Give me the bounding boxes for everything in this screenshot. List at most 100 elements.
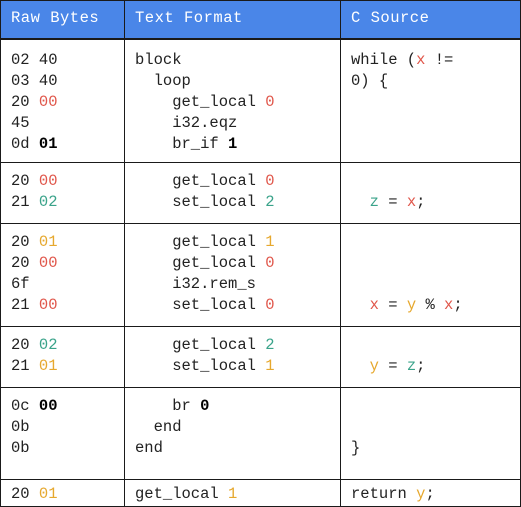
code-token: get_local <box>135 172 266 190</box>
code-line: br_if 1 <box>135 134 340 155</box>
code-token: y <box>416 485 426 503</box>
code-token: = <box>378 193 407 211</box>
code-token: 0 <box>265 92 275 111</box>
raw-cell: 20 01 <box>0 479 125 507</box>
code-token: 6f <box>11 275 30 293</box>
code-token: x <box>416 50 426 69</box>
code-token: y <box>369 357 379 375</box>
code-token: 20 <box>11 233 39 251</box>
code-token: } <box>351 439 361 457</box>
code-token: ; <box>416 193 426 211</box>
table-row: 0c 00 0b 0b br 0 end end} <box>0 387 521 480</box>
raw-cell: 20 01 20 00 6f 21 00 <box>0 223 125 327</box>
c-cell: } <box>340 387 521 480</box>
code-token: get_local <box>135 233 266 251</box>
code-token: 1 <box>265 233 275 251</box>
code-line: y = z; <box>351 356 520 377</box>
code-token: z <box>369 193 379 211</box>
code-line: 6f <box>11 274 124 295</box>
code-token: x <box>444 296 454 314</box>
c-cell: x = y % x; <box>340 223 521 327</box>
header-c-source: C Source <box>340 0 521 39</box>
code-token: return <box>351 485 417 503</box>
text-cell: block loop get_local 0 i32.eqz br_if 1 <box>124 38 341 163</box>
code-token: != <box>425 50 454 69</box>
code-token: 1 <box>265 357 275 375</box>
code-line: 03 40 <box>11 71 124 92</box>
code-line: set_local 0 <box>135 295 340 316</box>
code-token: 0c <box>11 397 39 415</box>
text-cell: get_local 2 set_local 1 <box>124 326 341 388</box>
code-token: 00 <box>38 254 58 272</box>
code-line: 0b <box>11 438 124 459</box>
code-token: get_local <box>135 254 266 272</box>
text-cell: get_local 1 <box>124 479 341 507</box>
code-line: get_local 1 <box>135 484 340 505</box>
code-token: 20 <box>11 172 39 190</box>
code-token: 02 40 <box>11 50 58 69</box>
code-line: 0c 00 <box>11 396 124 417</box>
code-token: get_local <box>135 92 266 111</box>
code-token: 0 <box>200 397 210 415</box>
code-line: get_local 2 <box>135 335 340 356</box>
table-row: 02 40 03 40 20 00 45 0d 01 block loop get_loc… <box>0 38 521 163</box>
code-token: 21 <box>11 296 39 314</box>
code-token: loop <box>135 71 191 90</box>
code-token: 21 <box>11 193 39 211</box>
text-cell: get_local 1 get_local 0 i32.rem_s set_lo… <box>124 223 341 327</box>
c-cell: while (x != 0) { <box>340 38 521 163</box>
code-line: 0b <box>11 417 124 438</box>
code-line: set_local 2 <box>135 192 340 213</box>
raw-cell: 20 02 21 01 <box>0 326 125 388</box>
code-token: 20 <box>11 92 39 111</box>
text-cell: br 0 end end <box>124 387 341 480</box>
code-token: 0b <box>11 418 30 436</box>
table-row: 20 01 20 00 6f 21 00 get_local 1 get_local … <box>0 223 521 327</box>
code-line: end <box>135 438 340 459</box>
code-line: 02 40 <box>11 50 124 71</box>
code-line: 21 00 <box>11 295 124 316</box>
code-line: 0d 01 <box>11 134 124 155</box>
code-token: br_if <box>135 134 229 153</box>
code-line: } <box>351 438 520 459</box>
code-token: set_local <box>135 193 266 211</box>
code-token: 2 <box>265 336 275 354</box>
c-cell: return y; <box>340 479 521 507</box>
code-token: x <box>369 296 379 314</box>
code-token: 01 <box>38 485 58 503</box>
code-line: set_local 1 <box>135 356 340 377</box>
code-token: br <box>135 397 201 415</box>
c-cell: y = z; <box>340 326 521 388</box>
code-token: = <box>378 357 407 375</box>
code-line: while (x != <box>351 50 520 71</box>
code-token <box>351 193 370 211</box>
code-token: % <box>416 296 445 314</box>
code-token: 20 <box>11 336 39 354</box>
code-token: z <box>406 357 417 375</box>
code-token: 0 <box>265 172 275 190</box>
table-row: 20 02 21 01 get_local 2 set_local 1 y = z… <box>0 326 521 388</box>
code-line: get_local 0 <box>135 92 340 113</box>
code-token: set_local <box>135 296 266 314</box>
header-raw-bytes: Raw Bytes <box>0 0 125 39</box>
code-token: block <box>135 50 182 69</box>
code-token: 02 <box>38 336 58 354</box>
code-token: i32.rem_s <box>135 275 256 293</box>
code-line: x = y % x; <box>351 295 520 316</box>
code-line: loop <box>135 71 340 92</box>
code-token: 2 <box>265 193 275 211</box>
code-token: 0 <box>265 254 275 272</box>
code-token <box>351 357 370 375</box>
code-line: i32.rem_s <box>135 274 340 295</box>
code-token <box>351 296 370 314</box>
code-token: 0 <box>265 296 275 314</box>
table-body: 02 40 03 40 20 00 45 0d 01 block loop get_loc… <box>0 38 521 507</box>
code-line: 20 00 <box>11 92 124 113</box>
code-token: 01 <box>38 134 58 153</box>
raw-cell: 20 00 21 02 <box>0 162 125 224</box>
code-token: = <box>378 296 407 314</box>
code-token: 00 <box>38 296 58 314</box>
code-token: y <box>406 296 417 314</box>
code-line: 0) { <box>351 71 520 92</box>
header-row: Raw Bytes Text Format C Source <box>0 0 521 39</box>
